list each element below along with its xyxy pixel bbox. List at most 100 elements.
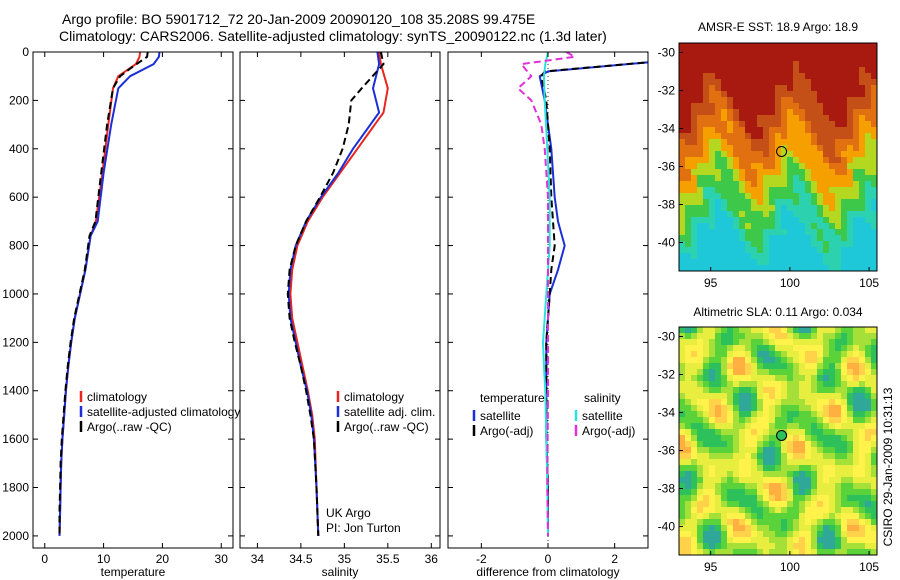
sla_map-cell [727,489,734,496]
sla_map-cell [847,549,854,556]
sla_map-cell [847,525,854,532]
sla_map-cell [727,375,734,382]
sst_map-cell [871,43,878,50]
sla_map-cell [739,537,746,544]
sla_map-cell [679,357,686,364]
sst_map-cell [853,151,860,158]
sla_map-cell [685,441,692,448]
sla_map-cell [835,549,842,556]
sla_map-cell [691,417,698,424]
sla_map-cell [715,525,722,532]
sst_map-cell [679,235,686,242]
sla_map-cell [703,447,710,454]
sst_map-cell [817,139,824,146]
sst_map-cell [757,229,764,236]
sla_map-cell [745,375,752,382]
sla_map-cell [817,423,824,430]
sst_map-cell [727,259,734,266]
sst_map-cell [739,157,746,164]
sla_map-cell [799,465,806,472]
sla_map-cell [871,393,878,400]
sst_map-cell [853,109,860,116]
sst_map-cell [871,127,878,134]
sst_map-cell [715,73,722,80]
sla_map-cell [763,339,770,346]
sst_map-cell [751,205,758,212]
sst_map-cell [805,133,812,140]
sst_map-cell [847,211,854,218]
sst_map-cell [817,259,824,266]
sla_map-cell [823,387,830,394]
sla_map-cell [679,519,686,526]
sst_map-cell [805,121,812,128]
sla_map-cell [793,495,800,502]
sla_map-cell [811,465,818,472]
sla_map-cell [745,519,752,526]
sst_map-cell [841,133,848,140]
sla_map-cell [745,447,752,454]
sla_map-cell [697,483,704,490]
sla_map-cell [691,381,698,388]
sla_map-cell [811,477,818,484]
sst_map-cell [793,259,800,266]
sla_map-cell [841,459,848,466]
sla_map-cell [865,501,872,508]
sla_map-cell [859,411,866,418]
temperature-ytick-label: 400 [9,142,29,156]
sla_map-cell [691,489,698,496]
sst_map-cell [715,241,722,248]
sla_map-cell [733,351,740,358]
sst_map-cell [859,115,866,122]
sst_map-cell [733,157,740,164]
sst_map-cell [709,151,716,158]
sst_map-cell [739,67,746,74]
sst_map-cell [871,145,878,152]
sst_map-cell [847,247,854,254]
sst_map-cell [775,199,782,206]
sst_map-cell [793,211,800,218]
sla_map-cell [709,471,716,478]
sst_map-cell [787,67,794,74]
sst_map-cell [775,235,782,242]
sst_map-cell [679,91,686,98]
sst_map-cell [859,265,866,272]
sla_map-cell [715,477,722,484]
sla_map-cell [685,549,692,556]
sla_map-cell [781,399,788,406]
sst_map-cell [769,187,776,194]
sla_map-cell [853,405,860,412]
sst_map-cell [793,205,800,212]
sst_map-cell [835,187,842,194]
sst_map-cell [679,73,686,80]
sst_map-cell [697,235,704,242]
sla_map-cell [853,525,860,532]
sst_map-cell [691,229,698,236]
sst_map-cell [793,97,800,104]
sst_map-cell [703,163,710,170]
sst_map-cell [715,145,722,152]
sst_map-cell [715,79,722,86]
sla_map-cell [805,339,812,346]
sst_map-cell [841,163,848,170]
sst_map-cell [859,109,866,116]
sst_map-cell [799,139,806,146]
sla_map-cell [865,477,872,484]
sst_map-cell [871,121,878,128]
sla_map-cell [769,339,776,346]
sla_map-cell [799,531,806,538]
sst_map-cell [865,199,872,206]
sla_map-cell [685,357,692,364]
sla_map-cell [829,369,836,376]
sla_map-cell [745,531,752,538]
sst_map-cell [859,157,866,164]
sla_map-cell [841,393,848,400]
salinity-annotation-line: UK Argo [326,506,371,520]
sst_map-cell [805,103,812,110]
sla_map-cell [835,423,842,430]
sla_map-cell [823,423,830,430]
sla_map-cell [721,441,728,448]
sst_map-cell [781,211,788,218]
sst_map-cell [829,109,836,116]
sst_map-cell [853,235,860,242]
sst_map-cell [853,187,860,194]
